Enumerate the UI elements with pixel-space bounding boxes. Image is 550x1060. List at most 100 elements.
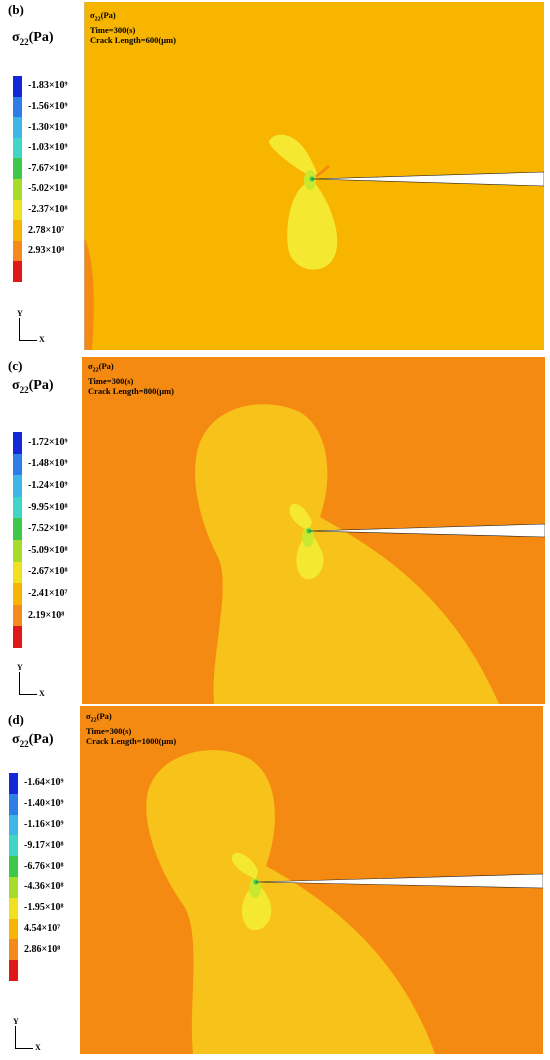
axis-x-line	[19, 340, 37, 341]
upper-lobe	[289, 503, 312, 530]
legend-tick-label: -1.64×10⁹	[24, 777, 64, 789]
large-lobe	[146, 750, 435, 1054]
legend-tick-label: -7.67×10⁸	[28, 162, 68, 174]
contour-plot: σ22(Pa) Time=300(s) Crack Length=1000(μm…	[80, 706, 543, 1054]
upper-lobe	[231, 852, 258, 879]
contour-plot: σ22(Pa) Time=300(s) Crack Length=800(μm)	[82, 357, 545, 704]
legend-color-step	[13, 432, 22, 454]
legend-color-step	[9, 918, 18, 940]
plot-quantity: σ22(Pa)	[86, 711, 112, 724]
crack	[255, 873, 543, 889]
legend-tick-label: 2.86×10⁸	[24, 943, 61, 955]
plot-crack-length: Crack Length=600(μm)	[90, 34, 176, 45]
legend-tick-label: -2.41×10⁷	[28, 588, 68, 599]
contour-svg	[82, 357, 545, 704]
legend-color-step	[13, 561, 22, 584]
crack	[308, 523, 545, 538]
legend-tick-label: -1.48×10⁹	[28, 458, 68, 470]
lower-lobe	[241, 884, 272, 931]
lower-lobe	[296, 533, 324, 580]
axis-y-line	[15, 1026, 16, 1048]
legend-color-step	[9, 897, 18, 919]
legend-tick-label: -1.24×10⁹	[28, 480, 68, 491]
legend-tick-label: -5.02×10⁸	[28, 183, 68, 195]
contour-svg	[84, 2, 544, 350]
tip-wing	[312, 165, 330, 179]
axis-x-line	[15, 1048, 33, 1049]
legend-color-step	[9, 856, 18, 877]
lower-lobe	[287, 180, 338, 270]
legend-color-step	[13, 496, 22, 519]
legend-color-step	[13, 178, 22, 200]
legend-tick-label: -1.03×10⁹	[28, 142, 68, 154]
legend-color-step	[9, 793, 18, 815]
legend-tick-label: -1.56×10⁹	[28, 100, 68, 112]
large-lobe	[195, 404, 499, 704]
legend-color-step	[9, 773, 18, 794]
legend-color-step	[9, 835, 18, 857]
legend-tick-label: -2.67×10⁸	[28, 566, 68, 578]
axis-x-label: X	[39, 335, 45, 344]
plot-header: σ22(Pa) Time=300(s) Crack Length=600(μm)	[90, 10, 176, 45]
contour-plot: σ22(Pa) Time=300(s) Crack Length=600(μm)	[84, 2, 544, 350]
legend-title: σ22(Pa)	[12, 732, 54, 749]
plot-crack-length: Crack Length=1000(μm)	[86, 735, 177, 746]
axis-y-label: Y	[17, 309, 23, 318]
legend-tick-label: -1.16×10⁹	[24, 819, 64, 830]
legend-tick-label: -1.95×10⁸	[24, 902, 64, 914]
legend-tick-label: 2.93×10⁸	[28, 245, 65, 257]
plot-time: Time=300(s)	[90, 24, 136, 35]
legend-color-step	[13, 158, 22, 179]
legend-tick-label: -1.40×10⁹	[24, 798, 64, 810]
contour-svg	[80, 706, 543, 1054]
legend-color-step	[13, 604, 22, 627]
plot-header: σ22(Pa) Time=300(s) Crack Length=1000(μm…	[86, 711, 176, 746]
plot-time: Time=300(s)	[88, 375, 134, 386]
legend-title: σ22(Pa)	[12, 378, 54, 395]
edge-region	[84, 237, 94, 350]
color-legend-bar	[13, 76, 22, 282]
plot-header: σ22(Pa) Time=300(s) Crack Length=800(μm)	[88, 361, 174, 396]
panel-label: (b)	[8, 2, 24, 17]
legend-color-step	[13, 240, 22, 262]
legend-color-step	[9, 939, 18, 961]
legend-color-step	[9, 814, 18, 836]
legend-color-step	[13, 137, 22, 159]
axis-y-line	[19, 672, 20, 694]
crack	[311, 171, 544, 187]
legend-tick-label: 2.78×10⁷	[28, 224, 65, 236]
axis-x-label: X	[39, 689, 45, 698]
legend-tick-label: -9.17×10⁸	[24, 839, 64, 851]
plot-time: Time=300(s)	[86, 725, 132, 736]
panel-label: (d)	[8, 712, 24, 727]
legend-color-step	[13, 117, 22, 138]
legend-tick-label: -7.52×10⁸	[28, 523, 68, 535]
legend-tick-label: -1.83×10⁹	[28, 80, 68, 92]
axis-y-label: Y	[13, 1017, 19, 1026]
legend-color-step	[9, 960, 18, 981]
plot-crack-length: Crack Length=800(μm)	[88, 385, 174, 396]
legend-color-step	[13, 475, 22, 497]
legend-tick-label: -6.76×10⁸	[24, 860, 64, 872]
axis-y-line	[19, 318, 20, 340]
axis-y-label: Y	[17, 663, 23, 672]
legend-color-step	[13, 453, 22, 476]
legend-color-step	[9, 876, 18, 898]
legend-color-step	[13, 76, 22, 97]
plot-quantity: σ22(Pa)	[88, 361, 114, 374]
plot-quantity: σ22(Pa)	[90, 10, 116, 23]
legend-title: σ22(Pa)	[12, 30, 54, 47]
legend-tick-label: -9.95×10⁸	[28, 501, 68, 513]
legend-color-step	[13, 539, 22, 562]
panel-label: (c)	[8, 358, 23, 373]
legend-tick-label: -1.72×10⁹	[28, 436, 68, 448]
upper-lobe	[268, 134, 317, 177]
legend-tick-label: -4.36×10⁸	[24, 881, 64, 893]
legend-tick-label: 2.19×10⁸	[28, 609, 65, 621]
legend-color-step	[13, 199, 22, 221]
axis-x-line	[19, 694, 37, 695]
legend-color-step	[13, 220, 22, 241]
legend-tick-label: -1.30×10⁹	[28, 121, 68, 133]
legend-color-step	[13, 626, 22, 648]
axis-x-label: X	[35, 1043, 41, 1052]
